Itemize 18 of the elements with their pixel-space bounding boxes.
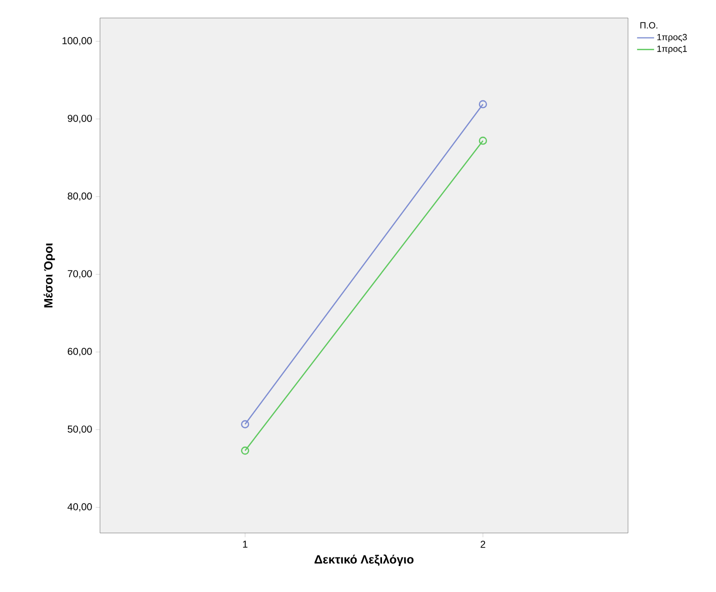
point <box>478 100 488 108</box>
y-tick-label: 60,00 <box>68 348 92 356</box>
x-tick-label: 2 <box>480 540 486 548</box>
y-axis-title: Μέσοι Όροι <box>44 243 55 308</box>
y-tick-label: 80,00 <box>68 192 92 201</box>
y-tick-label: 90,00 <box>68 114 92 124</box>
x-tick-label: 1 <box>243 540 248 548</box>
legend-title: Π.Ο. <box>640 22 658 29</box>
y-tick-label: 70,00 <box>68 270 92 278</box>
legend-label: 1προς3 <box>657 34 687 42</box>
point <box>241 446 250 455</box>
point <box>478 136 488 145</box>
x-axis-title: Δεκτικό Λεξιλόγιο <box>314 554 414 566</box>
point <box>241 420 250 428</box>
y-tick-label: 100,00 <box>62 37 92 46</box>
y-tick-label: 40,00 <box>68 503 92 512</box>
legend-label: 1προς1 <box>657 46 687 54</box>
y-tick-label: 50,00 <box>68 426 92 434</box>
